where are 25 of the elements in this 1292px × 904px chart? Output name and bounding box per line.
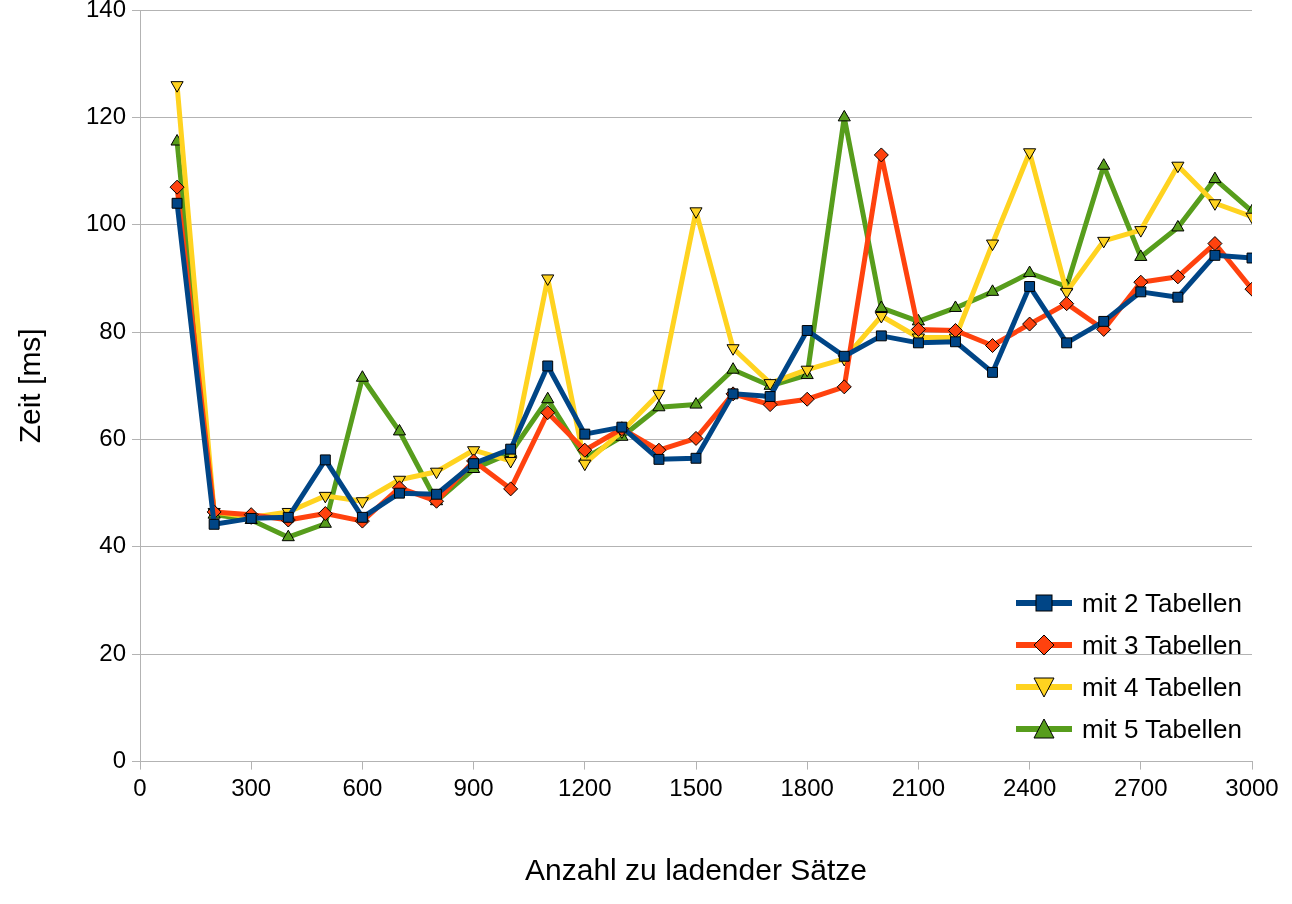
y-tick-label: 140 xyxy=(85,0,126,22)
x-tick-label: 2700 xyxy=(1114,774,1168,802)
x-tick-label: 1200 xyxy=(558,774,612,802)
legend-label: mit 2 Tabellen xyxy=(1082,586,1242,620)
x-tick-label: 600 xyxy=(342,774,383,802)
x-tick-label: 3000 xyxy=(1225,774,1279,802)
legend-label: mit 3 Tabellen xyxy=(1082,628,1242,662)
legend-label: mit 4 Tabellen xyxy=(1082,670,1242,704)
x-tick-label: 2400 xyxy=(1002,774,1057,802)
y-tick-label: 20 xyxy=(99,638,127,666)
y-tick-label: 40 xyxy=(99,531,127,559)
x-tick-label: 1800 xyxy=(780,774,834,802)
y-tick-label: 0 xyxy=(112,746,127,774)
y-tick-label: 120 xyxy=(85,102,126,129)
legend-label: mit 5 Tabellen xyxy=(1082,712,1242,746)
x-tick-label: 900 xyxy=(453,774,494,802)
y-tick-label: 100 xyxy=(85,209,126,237)
x-tick-label: 0 xyxy=(133,774,147,802)
x-axis-title: Anzahl zu ladender Sätze xyxy=(525,853,867,887)
x-tick-label: 1500 xyxy=(669,774,723,802)
y-axis-title: Zeit [ms] xyxy=(13,328,47,444)
y-tick-label: 60 xyxy=(99,424,127,452)
y-tick-label: 80 xyxy=(99,316,127,344)
x-tick-label: 2100 xyxy=(891,774,946,802)
x-tick-label: 300 xyxy=(231,774,272,802)
